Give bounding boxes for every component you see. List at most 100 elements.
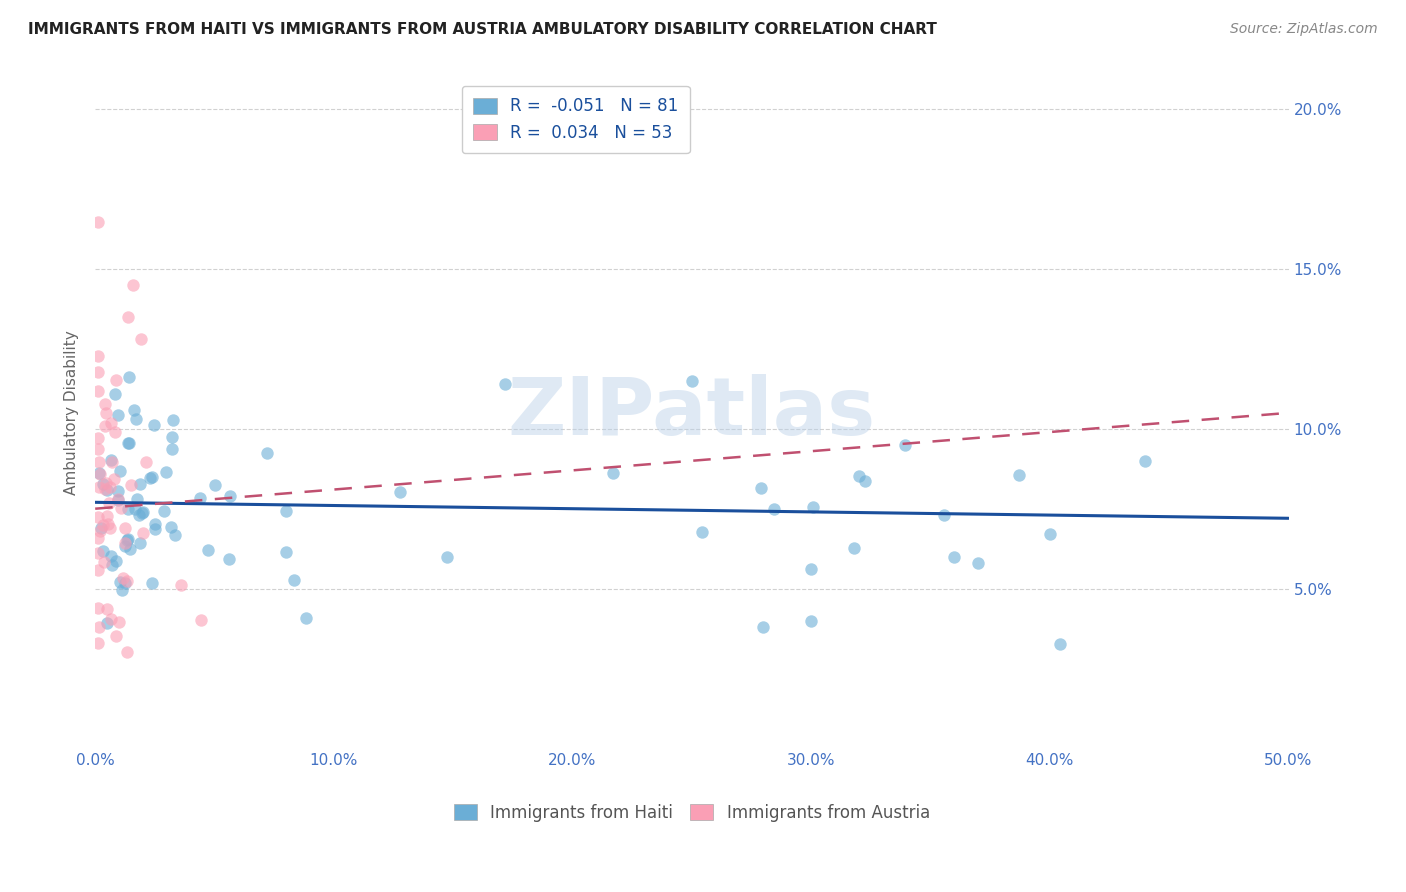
Point [107, 483, 129, 498]
Point [118, 436, 141, 450]
Text: IMMIGRANTS FROM HAITI VS IMMIGRANTS FROM AUSTRIA AMBULATORY DISABILITY CORRELATI: IMMIGRANTS FROM HAITI VS IMMIGRANTS FROM… [28, 22, 936, 37]
Point [276, 504, 298, 518]
Point [115, 574, 138, 589]
Point [107, 408, 129, 422]
Point [295, 611, 318, 625]
Point [842, 541, 865, 555]
Point [124, 502, 146, 516]
Point [190, 613, 212, 627]
Point [100, 479, 122, 493]
Point [100, 611, 122, 625]
Point [848, 469, 870, 483]
Point [97, 517, 120, 532]
Point [218, 552, 240, 566]
Point [800, 614, 823, 628]
Point [283, 573, 305, 587]
Point [86, 431, 108, 445]
Point [114, 539, 136, 553]
Point [143, 522, 166, 536]
Point [86, 531, 108, 545]
Point [112, 571, 135, 585]
Point [86, 563, 108, 577]
Point [188, 491, 211, 505]
Point [86, 601, 108, 615]
Point [132, 505, 155, 519]
Text: Source: ZipAtlas.com: Source: ZipAtlas.com [1230, 22, 1378, 37]
Point [105, 373, 128, 387]
Point [86, 636, 108, 650]
Point [117, 310, 139, 324]
Point [101, 455, 124, 469]
Point [749, 481, 772, 495]
Point [104, 425, 127, 440]
Point [853, 474, 876, 488]
Point [98, 496, 121, 510]
Point [129, 476, 152, 491]
Point [108, 615, 131, 629]
Point [91, 544, 114, 558]
Point [1039, 527, 1062, 541]
Point [94, 482, 117, 496]
Point [104, 554, 127, 568]
Point [118, 370, 141, 384]
Point [197, 543, 219, 558]
Point [800, 562, 823, 576]
Point [114, 536, 136, 550]
Point [276, 545, 298, 559]
Text: ZIPatlas: ZIPatlas [508, 374, 876, 452]
Point [602, 466, 624, 480]
Point [94, 476, 117, 491]
Point [128, 508, 150, 522]
Point [139, 470, 162, 484]
Point [142, 418, 165, 433]
Point [967, 556, 990, 570]
Point [104, 387, 127, 401]
Point [96, 602, 118, 616]
Point [125, 491, 148, 506]
Point [94, 419, 117, 434]
Point [98, 521, 121, 535]
Point [103, 472, 125, 486]
Point [100, 453, 122, 467]
Point [86, 509, 108, 524]
Point [100, 549, 122, 564]
Point [153, 504, 176, 518]
Point [121, 277, 143, 292]
Point [143, 517, 166, 532]
Point [94, 396, 117, 410]
Point [129, 536, 152, 550]
Point [204, 478, 226, 492]
Point [135, 454, 157, 468]
Point [160, 520, 183, 534]
Point [110, 575, 132, 590]
Point [94, 406, 117, 420]
Legend: Immigrants from Haiti, Immigrants from Austria: Immigrants from Haiti, Immigrants from A… [444, 794, 941, 831]
Point [894, 438, 917, 452]
Point [96, 616, 118, 631]
Point [681, 374, 703, 388]
Point [160, 430, 183, 444]
Point [118, 542, 141, 557]
Point [219, 489, 242, 503]
Point [120, 478, 142, 492]
Point [93, 555, 115, 569]
Point [86, 442, 108, 456]
Point [107, 493, 129, 508]
Point [131, 506, 153, 520]
Point [87, 455, 110, 469]
Point [90, 521, 112, 535]
Point [160, 442, 183, 456]
Point [115, 533, 138, 548]
Point [115, 645, 138, 659]
Point [256, 446, 278, 460]
Point [89, 467, 111, 482]
Point [111, 582, 134, 597]
Point [494, 377, 516, 392]
Point [87, 349, 110, 363]
Point [762, 501, 785, 516]
Point [89, 524, 111, 538]
Point [101, 558, 124, 573]
Point [801, 500, 824, 514]
Point [86, 365, 108, 379]
Point [752, 620, 775, 634]
